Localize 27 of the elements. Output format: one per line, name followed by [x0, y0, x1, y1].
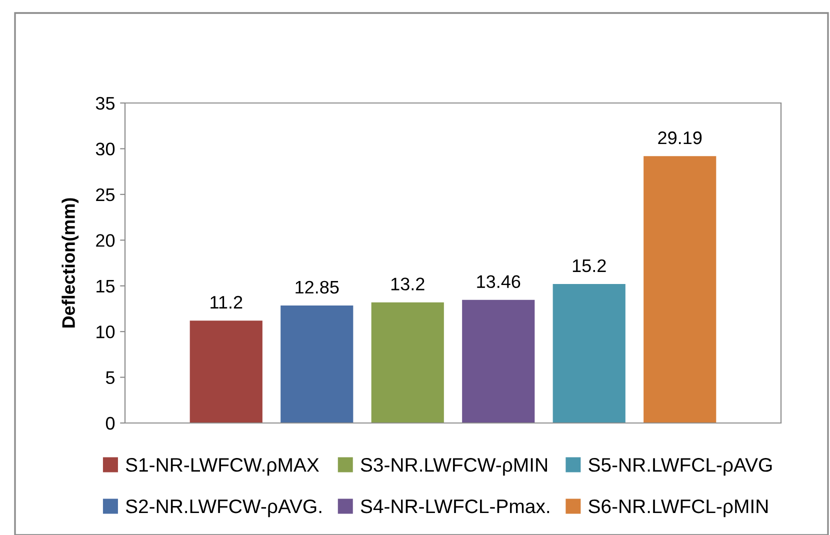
y-tick-label: 20 [96, 234, 115, 247]
data-label: 13.46 [477, 275, 520, 288]
bar [371, 302, 444, 423]
y-tick-label: 35 [96, 96, 115, 110]
y-tick-label: 10 [96, 326, 115, 338]
legend-label: S5-NR.LWFCL-ρAVG [588, 458, 772, 476]
data-label: 29.19 [658, 131, 702, 144]
bar [280, 306, 354, 423]
legend-label: S6-NR.LWFCL-ρMIN [588, 499, 768, 518]
legend-label: S3-NR.LWFCW-ρMIN [360, 458, 547, 476]
data-label: 13.2 [391, 278, 424, 290]
y-tick-label: 25 [96, 188, 115, 202]
legend-label: S1-NR-LWFCW.ρMAX [126, 458, 319, 476]
legend-label: S4-NR-LWFCL-Pmax. [360, 499, 550, 514]
bar [462, 300, 535, 423]
y-tick-label: 5 [106, 371, 115, 384]
legend-label: S2-NR.LWFCW-ρAVG. [126, 499, 322, 518]
y-axis-title: Deflection(mm) [62, 198, 79, 328]
bar [552, 284, 626, 423]
bar [644, 156, 716, 423]
data-label: 12.85 [296, 280, 339, 294]
y-tick-label: 15 [96, 280, 115, 293]
y-tick-label: 0 [106, 416, 115, 430]
data-label: 15.2 [572, 259, 606, 272]
data-label: 11.2 [210, 296, 242, 309]
bar [190, 320, 262, 423]
y-tick-label: 30 [96, 142, 115, 156]
